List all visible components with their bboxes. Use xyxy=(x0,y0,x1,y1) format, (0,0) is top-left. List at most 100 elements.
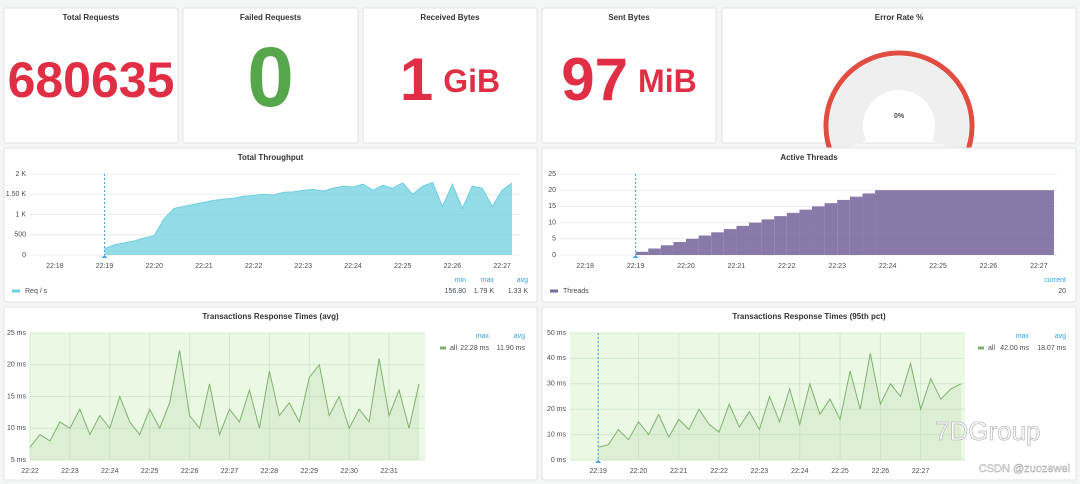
x-tick-label: 22:21 xyxy=(728,263,746,270)
panel xyxy=(182,7,359,144)
panel xyxy=(362,7,538,144)
x-tick-label: 22:26 xyxy=(980,263,998,270)
stat-number: 680635 xyxy=(8,52,175,108)
x-tick-label: 22:25 xyxy=(394,263,412,270)
y-tick-label: 15 ms xyxy=(7,393,27,400)
x-tick-label: 22:22 xyxy=(710,468,728,475)
x-tick-label: 22:25 xyxy=(831,468,849,475)
x-tick-label: 22:25 xyxy=(141,468,159,475)
step-bar xyxy=(761,219,775,255)
gauge-track xyxy=(829,56,969,154)
y-tick-label: 40 ms xyxy=(547,355,567,362)
x-tick-label: 22:26 xyxy=(872,468,890,475)
step-bar xyxy=(736,225,750,255)
y-tick-label: 10 xyxy=(548,219,556,226)
step-bar xyxy=(686,238,699,255)
legend-header: max xyxy=(1016,333,1030,340)
x-tick-label: 22:27 xyxy=(912,468,930,475)
x-tick-label: 22:21 xyxy=(195,263,213,270)
y-tick-label: 25 xyxy=(548,171,556,178)
panel-title: Transactions Response Times (avg) xyxy=(202,312,339,321)
y-tick-label: 15 xyxy=(548,203,556,210)
y-tick-label: 5 xyxy=(552,236,556,243)
stat-number: 0 xyxy=(247,30,294,124)
series-line xyxy=(29,350,420,448)
legend-label: all xyxy=(988,345,995,352)
x-tick-label: 22:23 xyxy=(751,468,769,475)
step-bar xyxy=(862,193,876,255)
x-tick-label: 22:27 xyxy=(1030,263,1048,270)
panel-title: Transactions Response Times (95th pct) xyxy=(732,312,886,321)
x-tick-label: 22:20 xyxy=(145,263,163,270)
x-tick-label: 22:21 xyxy=(670,468,688,475)
step-bar xyxy=(799,209,813,255)
legend-header: max xyxy=(476,333,490,340)
stat-number: 1 xyxy=(400,46,433,113)
annotation-marker xyxy=(595,460,602,463)
step-bar xyxy=(824,203,838,255)
step-bar xyxy=(711,232,724,255)
panel-title: Received Bytes xyxy=(420,13,480,22)
panel-title: Error Rate % xyxy=(875,13,923,22)
panel-title: Total Requests xyxy=(63,13,120,22)
step-bar xyxy=(635,251,649,255)
y-tick-label: 0 xyxy=(552,252,556,259)
x-tick-label: 22:19 xyxy=(589,468,607,475)
y-tick-label: 10 ms xyxy=(547,431,567,438)
step-bar xyxy=(812,206,825,255)
step-bar xyxy=(723,229,737,255)
series-area xyxy=(598,353,961,460)
y-tick-label: 20 ms xyxy=(547,406,567,413)
panel xyxy=(3,7,179,144)
stat-value: 680635 xyxy=(8,52,175,108)
y-tick-label: 50 ms xyxy=(547,330,567,337)
step-bar xyxy=(774,216,787,255)
panel-title: Sent Bytes xyxy=(608,13,650,22)
x-tick-label: 22:29 xyxy=(301,468,319,475)
legend-header: avg xyxy=(1055,333,1066,340)
legend-header: current xyxy=(1044,277,1066,284)
legend-value: 156.80 xyxy=(445,288,467,295)
x-tick-label: 22:19 xyxy=(96,263,114,270)
stat-unit: GiB xyxy=(443,63,500,99)
legend-value: 42.00 ms xyxy=(1000,345,1029,352)
x-tick-label: 22:24 xyxy=(344,263,362,270)
y-tick-label: 1.50 K xyxy=(6,191,27,198)
step-bar xyxy=(648,248,661,255)
series-area xyxy=(104,182,513,255)
watermark-brand: 7DGroup xyxy=(935,416,1041,446)
stat-value: 1 GiB xyxy=(400,46,500,113)
y-tick-label: 500 xyxy=(14,232,26,239)
panel-title: Active Threads xyxy=(780,153,838,162)
series-line xyxy=(598,353,962,448)
legend-value: 22.28 ms xyxy=(460,345,489,352)
x-tick-label: 22:25 xyxy=(929,263,947,270)
step-bar xyxy=(849,196,863,255)
plot-background xyxy=(570,333,965,460)
legend-label: Threads xyxy=(563,288,589,295)
legend-value: 18.07 ms xyxy=(1037,345,1066,352)
legend-swatch xyxy=(978,346,984,350)
legend-header: max xyxy=(481,277,495,284)
x-tick-label: 22:26 xyxy=(181,468,199,475)
x-tick-label: 22:18 xyxy=(46,263,64,270)
y-tick-label: 5 ms xyxy=(11,457,27,464)
step-bar xyxy=(875,190,1054,255)
step-bar xyxy=(673,242,687,255)
x-tick-label: 22:20 xyxy=(677,263,695,270)
y-tick-label: 0 ms xyxy=(551,457,567,464)
x-tick-label: 22:31 xyxy=(380,468,398,475)
x-tick-label: 22:26 xyxy=(444,263,462,270)
stat-value: 0 xyxy=(247,30,294,124)
panel-title: Total Throughput xyxy=(238,153,304,162)
y-tick-label: 30 ms xyxy=(547,381,567,388)
x-tick-label: 22:23 xyxy=(828,263,846,270)
legend-value: 11.90 ms xyxy=(497,345,526,352)
y-tick-label: 20 xyxy=(548,187,556,194)
x-tick-label: 22:23 xyxy=(295,263,313,270)
legend-value: 1.33 K xyxy=(508,288,529,295)
panel-title: Failed Requests xyxy=(240,13,302,22)
annotation-marker xyxy=(632,255,639,258)
gauge-threshold xyxy=(823,50,975,156)
